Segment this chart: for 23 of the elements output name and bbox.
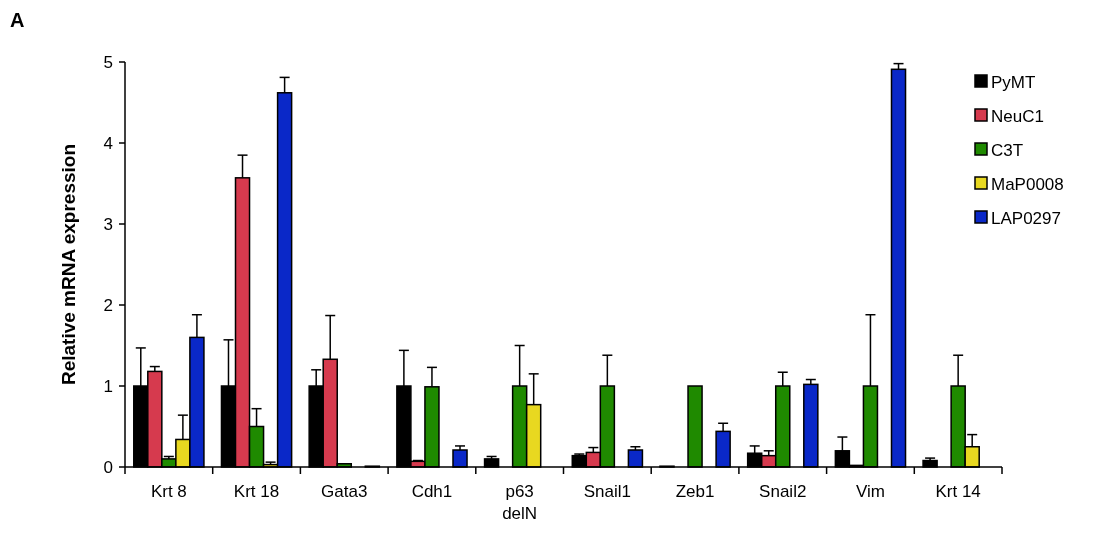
x-tick-label: Vim — [855, 482, 885, 501]
x-tick-label: Snail2 — [759, 482, 807, 501]
x-tick-label: Zeb1 — [675, 482, 715, 501]
x-tick-label: Gata3 — [321, 482, 368, 501]
y-tick-label: 1 — [103, 376, 113, 396]
x-tick-label: Snail1 — [583, 482, 631, 501]
legend-label: LAP0297 — [991, 208, 1061, 228]
y-tick-label: 2 — [103, 295, 113, 315]
chart-title: A — [10, 9, 25, 31]
legend-label: NeuC1 — [991, 106, 1044, 126]
x-tick-label: Krt 8 — [150, 482, 187, 501]
y-tick-label: 4 — [103, 133, 113, 153]
legend-label: C3T — [991, 140, 1024, 160]
x-tick-label: p63 delN — [502, 482, 538, 523]
legend-label: PyMT — [991, 72, 1036, 92]
x-tick-label: Cdh1 — [411, 482, 453, 501]
y-tick-label: 0 — [103, 457, 113, 477]
y-tick-label: 3 — [103, 214, 113, 234]
y-axis-title: Relative mRNA expression — [58, 143, 79, 386]
y-tick-label: 5 — [103, 52, 113, 72]
x-tick-label: Krt 18 — [233, 482, 280, 501]
x-tick-label: Krt 14 — [935, 482, 981, 501]
legend-label: MaP0008 — [991, 174, 1064, 194]
